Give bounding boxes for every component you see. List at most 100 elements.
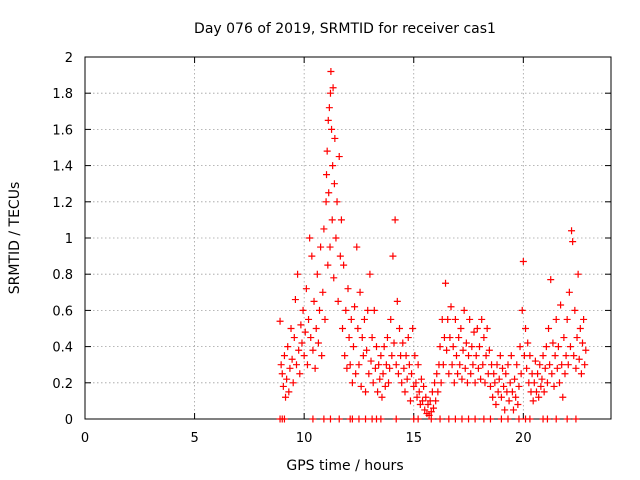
data-point [333,198,341,206]
data-point [439,361,447,369]
data-point [312,325,320,332]
tick-layer: 00.20.40.60.811.21.41.61.820 5 10 15 20 [52,51,611,446]
data-point [323,147,331,155]
data-point [490,370,498,378]
data-point [432,397,440,405]
data-point [486,415,494,423]
data-point [317,243,325,251]
data-point [514,401,522,409]
data-point [571,306,579,314]
data-point [352,370,360,378]
data-point [306,234,314,242]
data-point [360,315,368,323]
data-point [387,315,395,323]
data-point [472,352,480,360]
data-point [348,415,356,423]
data-point [342,306,350,314]
data-point [448,361,456,369]
data-point [385,379,393,387]
data-point [452,352,460,360]
data-point [554,343,562,351]
data-point [414,415,422,423]
data-point [555,379,563,387]
data-point [569,238,577,246]
data-point [354,325,362,332]
data-point [417,375,425,383]
data-point [492,401,500,409]
data-point [511,375,519,383]
data-point [524,339,532,347]
data-point [530,379,538,387]
data-point [519,258,527,266]
data-point [379,370,387,378]
data-point [324,261,332,269]
data-point [563,315,571,323]
data-point [367,357,375,365]
data-points [276,67,590,423]
data-point [515,382,523,390]
data-point [557,301,565,309]
data-point [310,297,318,305]
data-point [300,352,308,360]
data-point [476,343,483,351]
data-point [412,379,420,387]
data-point [383,334,391,342]
data-point [401,388,409,396]
data-point [377,352,385,360]
x-tick-label: 0 [81,431,89,446]
data-point [552,415,560,423]
data-point [351,303,359,311]
y-tick-label: 1 [65,232,73,247]
data-point [437,379,445,387]
data-point [299,306,307,314]
data-point [292,361,300,369]
data-point [431,379,439,387]
data-point [512,393,520,401]
data-point [391,216,399,224]
data-point [414,361,422,369]
data-point [483,325,491,332]
data-point [382,361,390,369]
data-point [313,270,321,278]
data-point [363,346,371,354]
data-point [427,415,435,423]
data-point [368,334,376,342]
data-point [378,393,386,401]
data-point [444,315,452,323]
data-point [314,339,322,347]
data-point [532,388,540,396]
data-point [420,382,428,390]
data-point [410,382,418,390]
data-point [500,382,508,390]
y-tick-label: 0.8 [52,268,73,283]
data-point [422,393,430,401]
data-point [486,382,494,390]
data-point [362,388,370,396]
data-point [335,153,343,161]
data-point [504,415,512,423]
data-point [355,415,363,423]
data-point [357,382,365,390]
data-point [474,364,482,372]
data-point [291,296,299,304]
data-point [374,388,382,396]
data-point [359,352,367,360]
data-point [301,328,309,336]
data-point [553,364,561,372]
data-point [325,189,333,197]
data-point [477,375,485,383]
data-point [285,388,293,396]
data-point [497,415,505,423]
data-point [362,415,370,423]
data-point [460,306,468,314]
data-point [365,370,373,378]
data-point [536,361,544,369]
data-point [287,325,295,332]
data-point [478,315,486,323]
data-point [371,364,379,372]
data-point [280,415,288,423]
data-point [515,415,523,423]
data-point [485,346,493,354]
data-point [321,315,329,323]
